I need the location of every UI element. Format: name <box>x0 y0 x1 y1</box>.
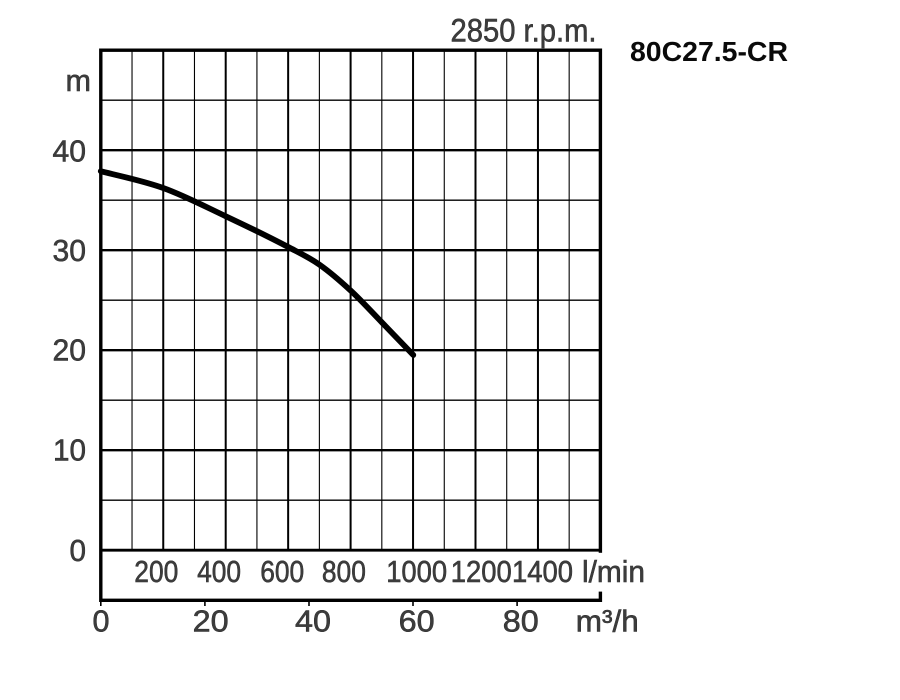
svg-text:40: 40 <box>53 135 87 169</box>
svg-text:60: 60 <box>399 604 435 638</box>
svg-text:400: 400 <box>197 555 241 589</box>
svg-text:20: 20 <box>53 334 87 368</box>
svg-text:l/min: l/min <box>582 555 645 589</box>
svg-text:2850 r.p.m.: 2850 r.p.m. <box>451 13 597 49</box>
svg-text:40: 40 <box>295 604 331 638</box>
svg-text:1000: 1000 <box>386 555 447 589</box>
svg-text:10: 10 <box>53 434 86 468</box>
svg-text:0: 0 <box>93 604 110 638</box>
svg-text:m³/h: m³/h <box>576 604 639 638</box>
svg-text:1400: 1400 <box>512 555 573 589</box>
svg-text:600: 600 <box>260 555 304 589</box>
svg-text:80C27.5-CR: 80C27.5-CR <box>630 36 788 67</box>
svg-text:800: 800 <box>322 555 366 589</box>
svg-text:1200: 1200 <box>451 555 512 589</box>
svg-text:20: 20 <box>193 604 229 638</box>
svg-text:80: 80 <box>503 604 539 638</box>
svg-text:m: m <box>66 63 92 98</box>
svg-text:30: 30 <box>53 234 87 268</box>
svg-text:0: 0 <box>70 534 87 568</box>
svg-text:200: 200 <box>134 555 178 589</box>
